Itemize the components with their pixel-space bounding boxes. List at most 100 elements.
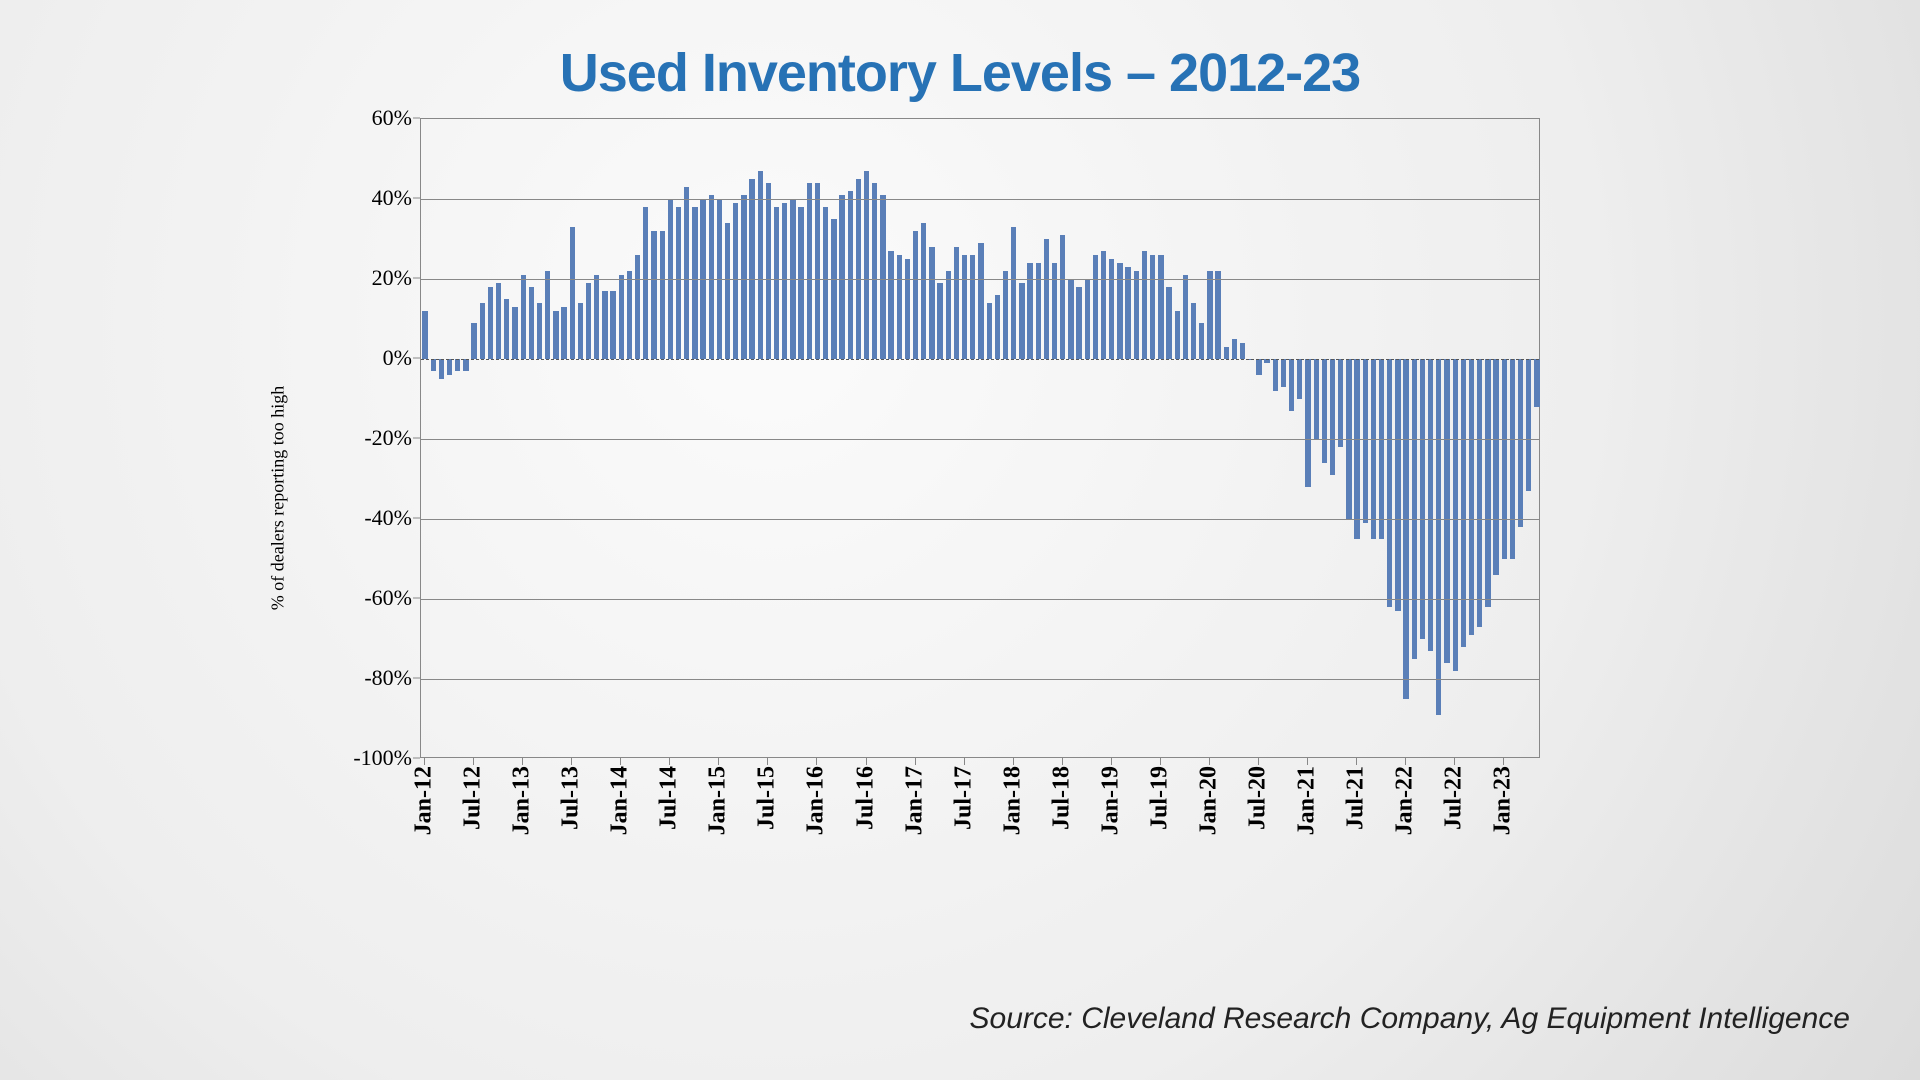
bar [1183, 275, 1188, 359]
x-tick-mark [1258, 758, 1259, 765]
bar [1207, 271, 1212, 359]
bar [831, 219, 836, 359]
bar [1256, 359, 1261, 375]
x-tick-label: Jul-14 [656, 766, 683, 830]
bar [1076, 287, 1081, 359]
x-tick-mark [767, 758, 768, 765]
x-tick-label: Jul-15 [754, 766, 781, 830]
bar [815, 183, 820, 359]
bar [1191, 303, 1196, 359]
gridline [421, 439, 1539, 440]
y-tick-label: 60% [372, 105, 412, 131]
x-tick-label: Jan-21 [1294, 766, 1321, 835]
y-tick-label: 0% [383, 345, 412, 371]
bar [1240, 343, 1245, 359]
bar [1354, 359, 1359, 539]
bar [1150, 255, 1155, 359]
x-tick-mark [571, 758, 572, 765]
bar [733, 203, 738, 359]
bar [1232, 339, 1237, 359]
y-tick-mark [413, 438, 420, 439]
x-tick-mark [1062, 758, 1063, 765]
bar [962, 255, 967, 359]
bar [937, 283, 942, 359]
y-tick-mark [413, 678, 420, 679]
bar [594, 275, 599, 359]
bar [1281, 359, 1286, 387]
x-tick-mark [1307, 758, 1308, 765]
bar [660, 231, 665, 359]
x-tick-label: Jul-13 [558, 766, 585, 830]
bar [880, 195, 885, 359]
bar [946, 271, 951, 359]
bar [1453, 359, 1458, 671]
y-axis-title: % of dealers reporting too high [268, 386, 289, 610]
bar [1461, 359, 1466, 647]
y-tick-label: -100% [353, 745, 412, 771]
bar [537, 303, 542, 359]
bar [987, 303, 992, 359]
bar [1371, 359, 1376, 539]
y-tick-mark [413, 278, 420, 279]
bar [1003, 271, 1008, 359]
bar [1526, 359, 1531, 491]
bar [913, 231, 918, 359]
x-tick-mark [424, 758, 425, 765]
x-tick-label: Jan-22 [1392, 766, 1419, 835]
x-tick-mark [816, 758, 817, 765]
bar [1444, 359, 1449, 663]
bar [1314, 359, 1319, 439]
x-tick-label: Jul-17 [950, 766, 977, 830]
x-tick-label: Jul-19 [1146, 766, 1173, 830]
bar [1224, 347, 1229, 359]
bar [1273, 359, 1278, 391]
bar [635, 255, 640, 359]
bar [823, 207, 828, 359]
bar [643, 207, 648, 359]
bar [807, 183, 812, 359]
bar [872, 183, 877, 359]
bar [1142, 251, 1147, 359]
y-tick-label: 20% [372, 265, 412, 291]
x-tick-label: Jan-15 [705, 766, 732, 835]
x-tick-mark [718, 758, 719, 765]
bar [1215, 271, 1220, 359]
bar [619, 275, 624, 359]
gridline [421, 199, 1539, 200]
chart-container: % of dealers reporting too high -100%-80… [300, 118, 1540, 878]
bar [1125, 267, 1130, 359]
gridline [421, 759, 1539, 760]
x-tick-label: Jul-21 [1343, 766, 1370, 830]
bar [774, 207, 779, 359]
bar [676, 207, 681, 359]
x-tick-label: Jan-19 [1097, 766, 1124, 835]
bar [1518, 359, 1523, 527]
bar [1403, 359, 1408, 699]
bar [848, 191, 853, 359]
x-tick-label: Jan-23 [1490, 766, 1517, 835]
bar [1101, 251, 1106, 359]
bar [545, 271, 550, 359]
bar [439, 359, 444, 379]
bar [1510, 359, 1515, 559]
gridline [421, 519, 1539, 520]
bar [463, 359, 468, 371]
bar [1085, 279, 1090, 359]
bar [741, 195, 746, 359]
y-tick-label: -60% [364, 585, 412, 611]
bar [1134, 271, 1139, 359]
gridline [421, 679, 1539, 680]
bar [1175, 311, 1180, 359]
x-tick-label: Jul-16 [852, 766, 879, 830]
x-tick-label: Jan-13 [509, 766, 536, 835]
bar [504, 299, 509, 359]
bar [978, 243, 983, 359]
x-tick-mark [1356, 758, 1357, 765]
bar [1493, 359, 1498, 575]
bar [1289, 359, 1294, 411]
bar [1093, 255, 1098, 359]
bar [1330, 359, 1335, 475]
bar [1322, 359, 1327, 463]
bar [570, 227, 575, 359]
y-tick-mark [413, 198, 420, 199]
